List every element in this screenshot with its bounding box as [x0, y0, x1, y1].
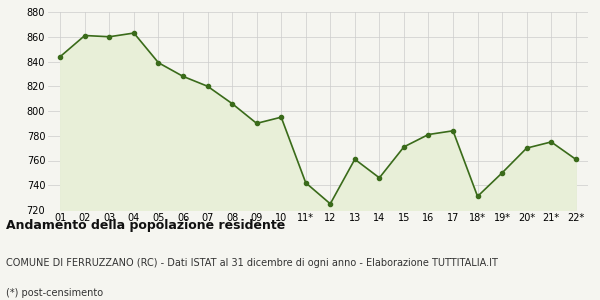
Text: Andamento della popolazione residente: Andamento della popolazione residente [6, 219, 285, 232]
Text: COMUNE DI FERRUZZANO (RC) - Dati ISTAT al 31 dicembre di ogni anno - Elaborazion: COMUNE DI FERRUZZANO (RC) - Dati ISTAT a… [6, 258, 498, 268]
Text: (*) post-censimento: (*) post-censimento [6, 288, 103, 298]
